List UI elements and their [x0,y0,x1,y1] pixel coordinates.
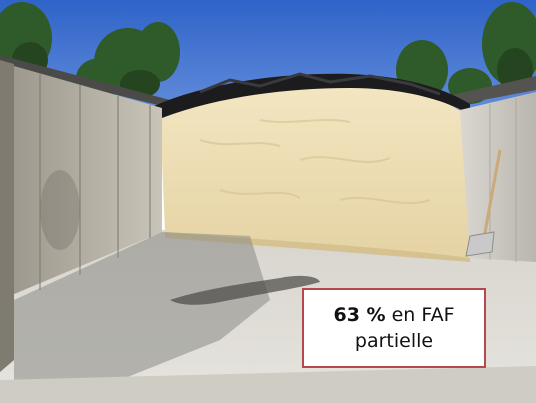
left-roof [0,55,170,108]
shovel [465,149,502,257]
left-wall-end [0,60,14,372]
tarp [150,73,470,118]
caption-text: en FAF [385,304,455,326]
right-wall [460,92,536,262]
caption-line-1: 63 % en FAF [333,302,454,328]
wet-streak [170,275,320,305]
caption-value: 63 % [333,304,386,326]
caption-line-2: partielle [354,330,434,352]
pile-texture [199,119,431,205]
caption-box: 63 % en FAF partielle [302,288,486,368]
floor-shadow [14,232,270,395]
pile [160,82,470,258]
